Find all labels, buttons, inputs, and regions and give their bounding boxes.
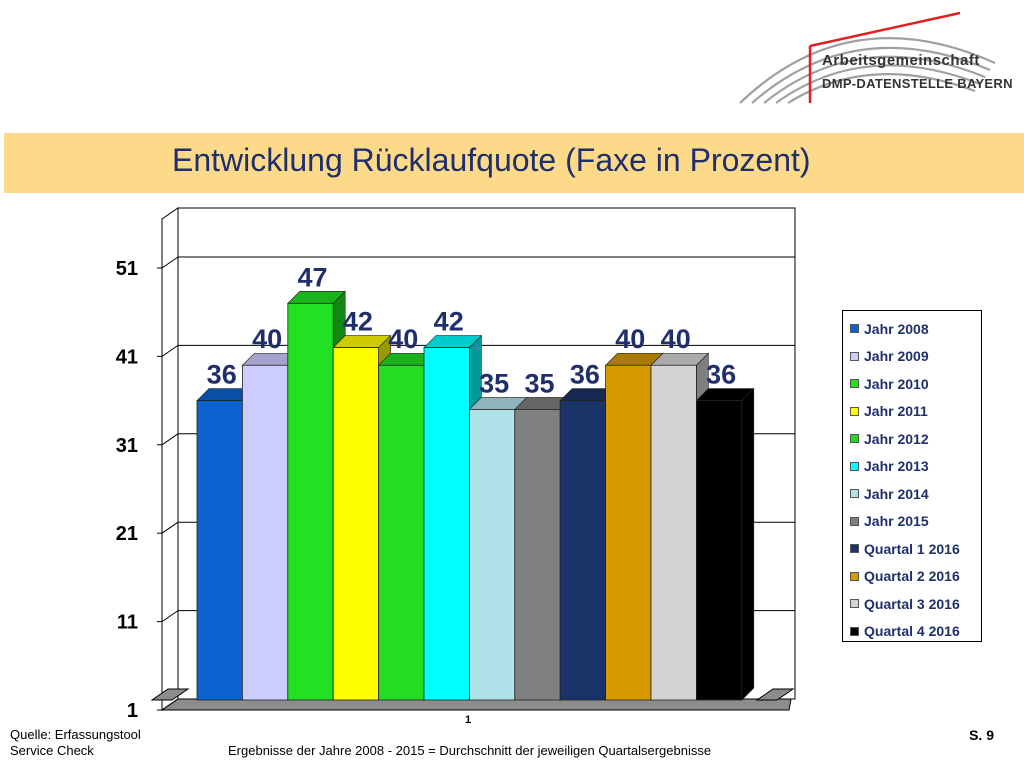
logo-line1: Arbeitsgemeinschaft (822, 52, 980, 69)
bar (332, 347, 380, 701)
legend-swatch (850, 599, 859, 609)
data-label: 36 (570, 360, 600, 390)
bar (696, 400, 743, 701)
bars-layer (196, 290, 755, 701)
legend-label: Quartal 2 2016 (864, 568, 960, 585)
legend-item: Quartal 1 2016 (850, 535, 981, 563)
data-label: 40 (661, 324, 691, 354)
legend-item: Jahr 2013 (850, 453, 981, 481)
y-tick-label: 11 (117, 612, 138, 634)
legend-label: Quartal 1 2016 (864, 540, 960, 557)
data-label: 35 (524, 368, 554, 398)
legend-swatch (850, 516, 859, 526)
legend-swatch (850, 489, 859, 499)
gridline-side (161, 256, 179, 269)
data-label: 42 (434, 307, 464, 337)
legend-label: Jahr 2008 (864, 320, 929, 337)
bar (650, 364, 697, 701)
bar (287, 302, 334, 701)
legend-swatch (850, 461, 859, 471)
legend-label: Jahr 2009 (864, 348, 929, 365)
floor-left-tab (150, 688, 190, 701)
floor-right-tab (755, 688, 795, 701)
legend-item: Jahr 2012 (850, 425, 981, 453)
legend-item: Quartal 2 2016 (850, 563, 981, 591)
legend-label: Jahr 2011 (864, 403, 928, 420)
legend-item: Jahr 2011 (850, 398, 981, 426)
legend-swatch (850, 379, 859, 389)
data-label: 42 (343, 307, 373, 337)
chart-legend: Jahr 2008 Jahr 2009 Jahr 2010 Jahr 2011 Jahr… (842, 310, 982, 642)
legend-item: Quartal 3 2016 (850, 590, 981, 618)
plot-side-wall (161, 207, 179, 711)
data-label: 47 (297, 262, 327, 292)
legend-swatch (850, 406, 859, 416)
plot-floor (160, 698, 795, 711)
legend-label: Quartal 4 2016 (864, 623, 960, 640)
x-tick-label: 1 (465, 714, 471, 726)
legend-label: Jahr 2013 (864, 458, 929, 475)
legend-item: Jahr 2009 (850, 343, 981, 371)
y-tick-label: 51 (116, 258, 138, 280)
data-label: 35 (479, 368, 509, 398)
data-label: 36 (207, 360, 237, 390)
legend-item: Jahr 2008 (850, 315, 981, 343)
bar (241, 364, 289, 701)
labels-layer: 36 40 47 42 40 42 35 35 36 40 40 36 (207, 262, 736, 398)
legend-item: Jahr 2010 (850, 370, 981, 398)
logo (739, 11, 996, 104)
legend-swatch (850, 434, 859, 444)
y-tick-label: 41 (116, 346, 138, 368)
bar-side (741, 387, 755, 701)
legend-item: Jahr 2015 (850, 508, 981, 536)
bar (423, 347, 470, 701)
bar (559, 400, 607, 701)
title-band (4, 133, 1024, 193)
legend-label: Jahr 2012 (864, 430, 929, 447)
footer-service: Service Check (10, 743, 94, 758)
footer-note: Ergebnisse der Jahre 2008 - 2015 = Durch… (228, 743, 712, 758)
data-label: 36 (706, 360, 736, 390)
bar (378, 364, 425, 701)
gridline-side (161, 344, 179, 357)
bar (514, 409, 561, 701)
legend-item: Jahr 2014 (850, 480, 981, 508)
legend-label: Jahr 2014 (864, 485, 929, 502)
logo-line2: DMP-DATENSTELLE BAYERN (822, 76, 1013, 91)
page-number: S. 9 (969, 727, 994, 743)
bar (468, 409, 516, 701)
legend-label: Jahr 2015 (864, 513, 929, 530)
bar (605, 364, 652, 701)
data-label: 40 (615, 324, 645, 354)
gridline-side (161, 433, 179, 446)
legend-item: Quartal 4 2016 (850, 618, 981, 646)
gridline-side (161, 610, 179, 623)
data-label: 40 (388, 324, 418, 354)
y-tick-label: 31 (116, 435, 138, 457)
legend-swatch (850, 351, 859, 361)
data-label: 40 (252, 324, 282, 354)
legend-label: Jahr 2010 (864, 375, 929, 392)
legend-swatch (850, 626, 859, 636)
y-tick-label: 21 (116, 523, 138, 545)
page-title: Entwicklung Rücklaufquote (Faxe in Proze… (172, 142, 811, 178)
legend-label: Quartal 3 2016 (864, 595, 960, 612)
footer-source: Quelle: Erfassungstool (10, 727, 141, 742)
legend-swatch (850, 544, 859, 554)
legend-swatch (850, 324, 859, 334)
gridline-side (161, 521, 179, 534)
bar (196, 400, 243, 701)
legend-swatch (850, 571, 859, 581)
y-tick-label: 1 (127, 700, 138, 722)
